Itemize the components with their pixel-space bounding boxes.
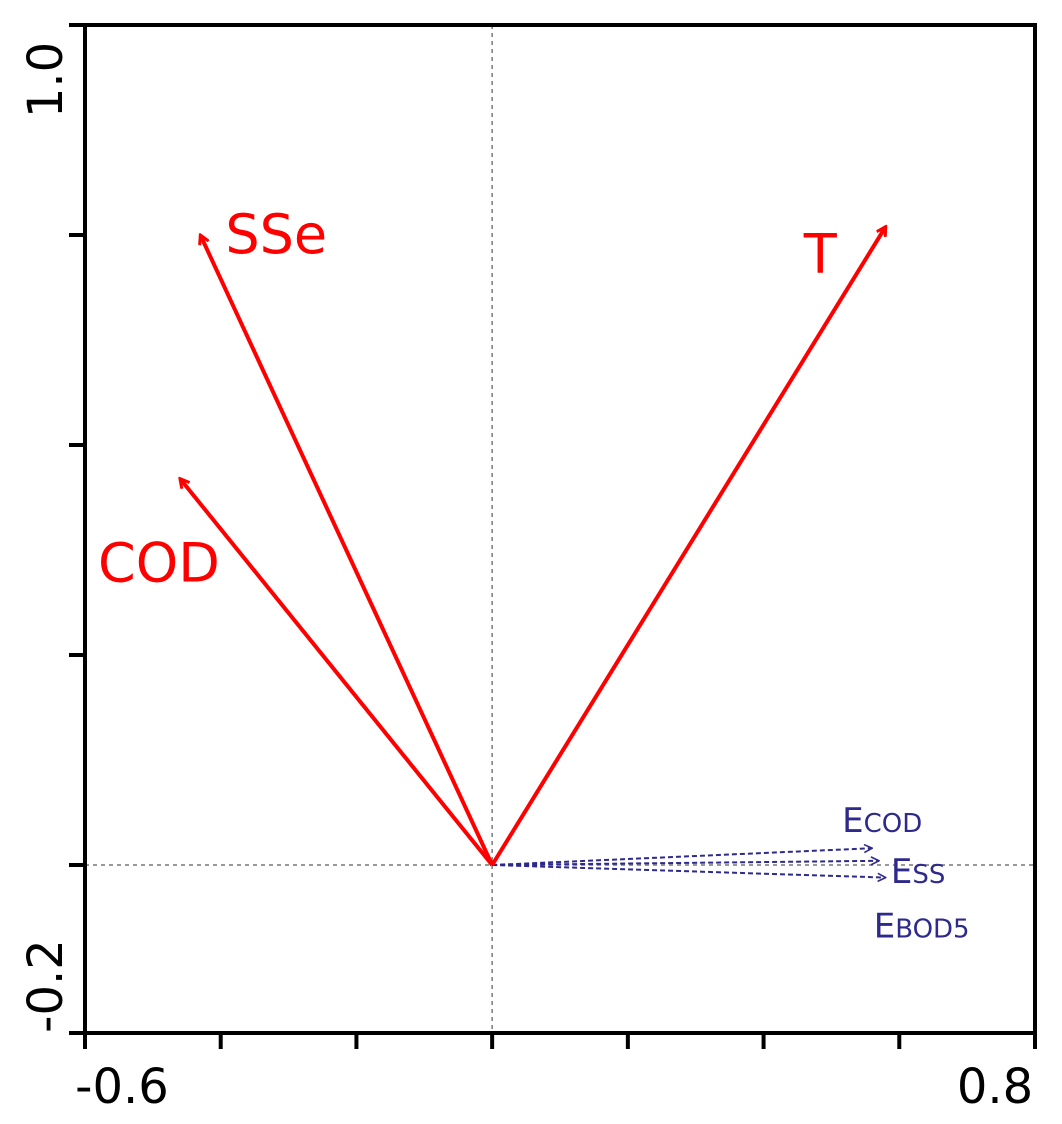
y-tick-label-max: 1.0 xyxy=(18,42,74,118)
vector-label-ebod5: EBOD5 xyxy=(874,907,970,947)
response-vectors: ECOD ESS EBOD5 xyxy=(492,801,970,947)
plot-border xyxy=(83,23,1037,1035)
vector-sse xyxy=(200,235,494,866)
environmental-vectors: SSe T COD xyxy=(98,203,888,867)
plot-frame xyxy=(83,23,1037,1035)
axis-ticks xyxy=(69,23,1037,1049)
axis-tick-labels: -0.6 0.8 -0.2 1.0 xyxy=(18,42,1033,1115)
vector-label-t: T xyxy=(803,223,838,286)
vector-ecod xyxy=(492,848,872,866)
vector-label-ess: ESS xyxy=(891,852,946,892)
vector-cod xyxy=(180,479,494,867)
vector-label-ecod: ECOD xyxy=(842,801,922,841)
vector-t xyxy=(490,227,888,867)
vector-ess xyxy=(492,861,879,866)
x-tick-label-min: -0.6 xyxy=(75,1059,169,1115)
vector-label-cod: COD xyxy=(98,532,220,595)
x-tick-label-max: 0.8 xyxy=(957,1059,1033,1115)
vector-label-sse: SSe xyxy=(225,203,327,266)
y-tick-label-min: -0.2 xyxy=(18,939,74,1033)
vector-ebod5 xyxy=(492,864,886,878)
